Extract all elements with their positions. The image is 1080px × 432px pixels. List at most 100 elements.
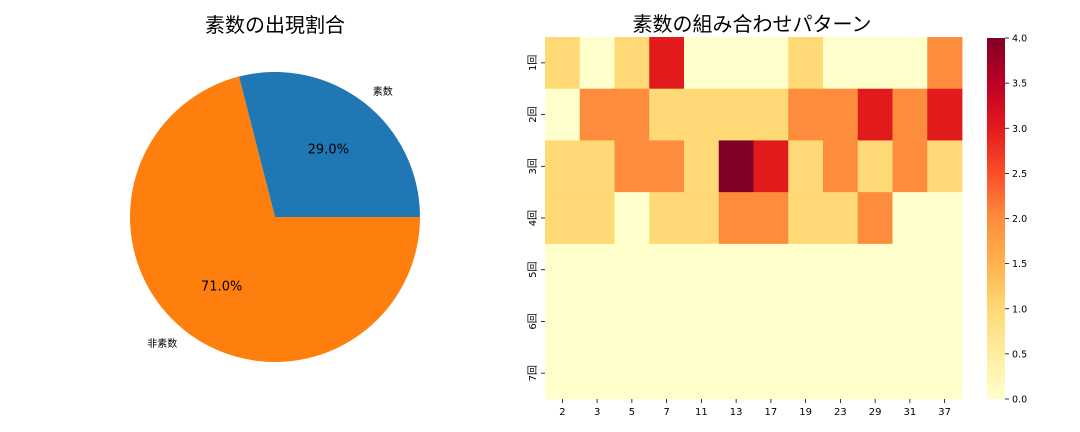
heatmap-cell (649, 37, 685, 90)
heatmap-cell (927, 88, 963, 141)
x-tick-label: 17 (765, 407, 778, 418)
heatmap-cell (823, 88, 859, 141)
pie-slice-label: 非素数 (147, 337, 177, 350)
colorbar: 0.0 0.5 1.0 1.5 2.0 2.5 3.0 3.5 4.0 (987, 34, 1027, 406)
heatmap-cell (579, 192, 615, 245)
heatmap-cell (718, 347, 754, 400)
y-tick-label: 4回 (527, 210, 539, 226)
colorbar-tick-label: 1.0 (1012, 304, 1027, 315)
heatmap-cell (927, 140, 963, 193)
x-tick-label: 5 (629, 407, 635, 418)
colorbar-tick-label: 3.5 (1012, 79, 1027, 90)
colorbar-tick-label: 2.0 (1012, 214, 1027, 225)
heatmap-cell (649, 295, 685, 348)
heatmap-cell (614, 347, 650, 400)
heatmap-cell (545, 192, 581, 245)
y-tick-label: 5回 (527, 262, 539, 278)
x-tick-label: 23 (834, 407, 847, 418)
heatmap-cell (927, 37, 963, 90)
pie-slice (238, 72, 420, 217)
x-tick-label: 13 (730, 407, 743, 418)
y-tick-label: 7回 (527, 365, 539, 381)
x-tick-label: 3 (594, 407, 600, 418)
heatmap-cell (857, 88, 893, 141)
heatmap-cell (718, 37, 754, 90)
heatmap-cell (614, 243, 650, 296)
pie-slices (130, 72, 420, 362)
heatmap-cell (579, 37, 615, 90)
heatmap-cell (892, 192, 928, 245)
heatmap-cell (614, 192, 650, 245)
pie-labels: 29.0% 素数 71.0% 非素数 (147, 85, 393, 350)
heatmap-cell (823, 347, 859, 400)
heatmap-cell (892, 88, 928, 141)
heatmap-cell (788, 37, 824, 90)
pie-chart: 素数の出現割合 29.0% 素数 71.0% 非素数 (130, 13, 420, 362)
heatmap-cell (927, 295, 963, 348)
heatmap-cells (545, 37, 963, 400)
heatmap-cell (649, 347, 685, 400)
heatmap-cell (788, 140, 824, 193)
heatmap-cell (649, 243, 685, 296)
heatmap-cell (892, 347, 928, 400)
y-tick-label: 6回 (527, 313, 539, 329)
heatmap-cell (753, 347, 789, 400)
colorbar-tick-label: 0.0 (1012, 395, 1027, 406)
heatmap-cell (684, 295, 720, 348)
heatmap-cell (718, 88, 754, 141)
heatmap-x-axis: 2 3 5 7 11 13 17 19 23 29 31 37 (559, 399, 951, 418)
heatmap-cell (649, 192, 685, 245)
heatmap-cell (545, 88, 581, 141)
heatmap-title: 素数の組み合わせパターン (633, 12, 872, 36)
x-tick-label: 29 (869, 407, 882, 418)
heatmap-cell (753, 192, 789, 245)
heatmap-cell (545, 243, 581, 296)
heatmap-cell (545, 140, 581, 193)
y-tick-label: 3回 (527, 158, 539, 174)
colorbar-tick-label: 0.5 (1012, 349, 1027, 360)
heatmap-cell (545, 347, 581, 400)
heatmap-cell (718, 243, 754, 296)
heatmap-cell (788, 192, 824, 245)
heatmap-cell (823, 243, 859, 296)
heatmap-cell (892, 140, 928, 193)
heatmap-cell (545, 37, 581, 90)
heatmap-cell (857, 347, 893, 400)
heatmap-cell (857, 192, 893, 245)
pie-slice-label: 素数 (373, 85, 393, 98)
heatmap-cell (579, 295, 615, 348)
heatmap-cell (579, 140, 615, 193)
heatmap-cell (684, 88, 720, 141)
heatmap-cell (579, 347, 615, 400)
heatmap-y-axis: 1回 2回 3回 4回 5回 6回 7回 (527, 55, 545, 381)
heatmap-cell (892, 295, 928, 348)
heatmap-cell (684, 140, 720, 193)
heatmap-cell (823, 37, 859, 90)
heatmap-cell (579, 88, 615, 141)
heatmap-cell (857, 140, 893, 193)
x-tick-label: 11 (695, 407, 708, 418)
heatmap-cell (892, 37, 928, 90)
heatmap-cell (753, 140, 789, 193)
colorbar-gradient (987, 38, 1005, 399)
pie-title: 素数の出現割合 (205, 13, 345, 37)
heatmap-cell (857, 243, 893, 296)
heatmap-cell (718, 295, 754, 348)
heatmap-cell (614, 295, 650, 348)
heatmap-cell (892, 243, 928, 296)
heatmap-cell (649, 140, 685, 193)
heatmap-cell (684, 243, 720, 296)
x-tick-label: 19 (799, 407, 812, 418)
heatmap-cell (788, 243, 824, 296)
heatmap-cell (823, 295, 859, 348)
heatmap-cell (718, 140, 754, 193)
heatmap-cell (718, 192, 754, 245)
colorbar-tick-label: 3.0 (1012, 124, 1027, 135)
x-tick-label: 37 (938, 407, 951, 418)
pie-percent-label: 29.0% (308, 142, 349, 157)
heatmap-cell (927, 192, 963, 245)
heatmap-cell (927, 347, 963, 400)
heatmap-cell (614, 88, 650, 141)
heatmap-cell (788, 295, 824, 348)
